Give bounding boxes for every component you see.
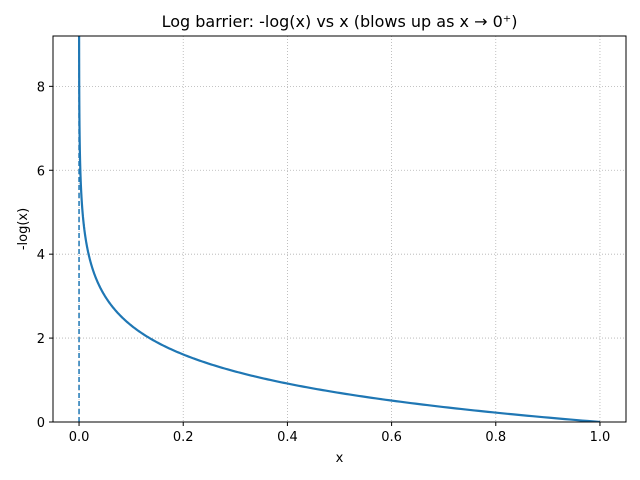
y-tick-label: 4 xyxy=(37,248,45,263)
plot-frame xyxy=(52,35,627,423)
y-axis: 0 2 4 6 8 xyxy=(37,80,53,431)
y-tick-label: 2 xyxy=(37,332,45,347)
x-tick-label: 0.4 xyxy=(277,430,298,445)
y-tick-label: 0 xyxy=(37,416,45,431)
x-axis: 0.0 0.2 0.4 0.6 0.8 1.0 xyxy=(69,422,611,445)
x-axis-label: x xyxy=(336,451,344,466)
y-tick-label: 8 xyxy=(37,80,45,95)
series-line xyxy=(77,36,601,422)
y-axis-label: -log(x) xyxy=(16,208,31,250)
x-tick-label: 1.0 xyxy=(590,430,611,445)
plot-lines xyxy=(77,36,601,422)
x-tick-label: 0.0 xyxy=(69,430,90,445)
y-tick-label: 6 xyxy=(37,164,45,179)
x-tick-label: 0.2 xyxy=(173,430,194,445)
x-tick-label: 0.8 xyxy=(485,430,506,445)
x-tick-label: 0.6 xyxy=(381,430,402,445)
chart-title: Log barrier: -log(x) vs x (blows up as x… xyxy=(162,12,518,31)
